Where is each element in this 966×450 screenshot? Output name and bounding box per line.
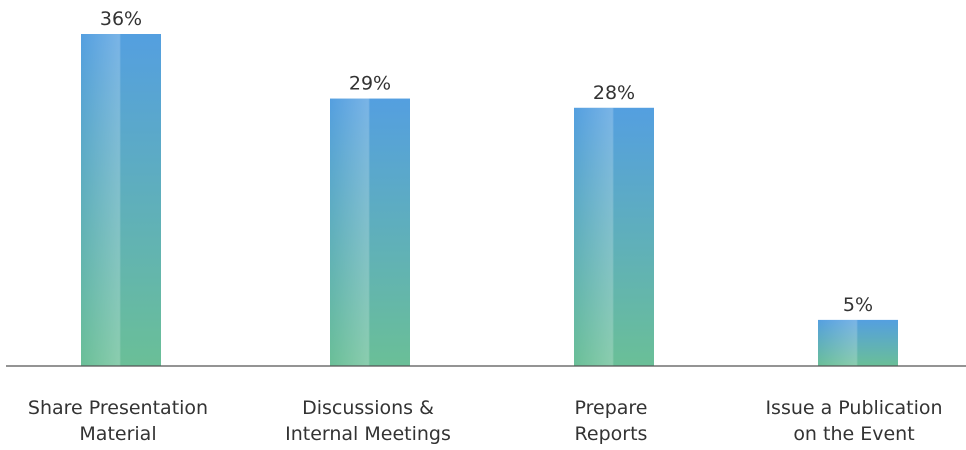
category-label-line: Prepare [575,397,648,419]
category-label-line: Share Presentation [28,397,208,419]
category-labels: Share Presentation Material Discussions & I… [28,397,943,445]
category-label: Share Presentation Material [28,397,208,445]
bar-highlight [574,107,654,367]
category-label-line: Reports [575,423,648,445]
bar [818,319,898,366]
bars [81,34,898,367]
category-label-line: Discussions & [302,397,434,419]
data-label: 29% [349,73,391,95]
data-label: 28% [593,82,635,104]
category-label-line: Material [79,423,156,445]
category-label: Discussions & Internal Meetings [285,397,451,445]
bar-highlight [330,98,410,367]
data-label: 36% [100,8,142,30]
category-label: Prepare Reports [575,397,648,445]
bar [574,107,654,367]
category-label-line: on the Event [793,423,914,445]
bar-highlight [818,319,898,366]
bar [330,98,410,367]
bar [81,34,161,366]
data-label: 5% [843,294,873,316]
bar-highlight [81,34,161,366]
category-label-line: Internal Meetings [285,423,451,445]
category-label-line: Issue a Publication [765,397,942,419]
data-labels: 36% 29% 28% 5% [100,8,873,316]
category-label: Issue a Publication on the Event [765,397,942,445]
